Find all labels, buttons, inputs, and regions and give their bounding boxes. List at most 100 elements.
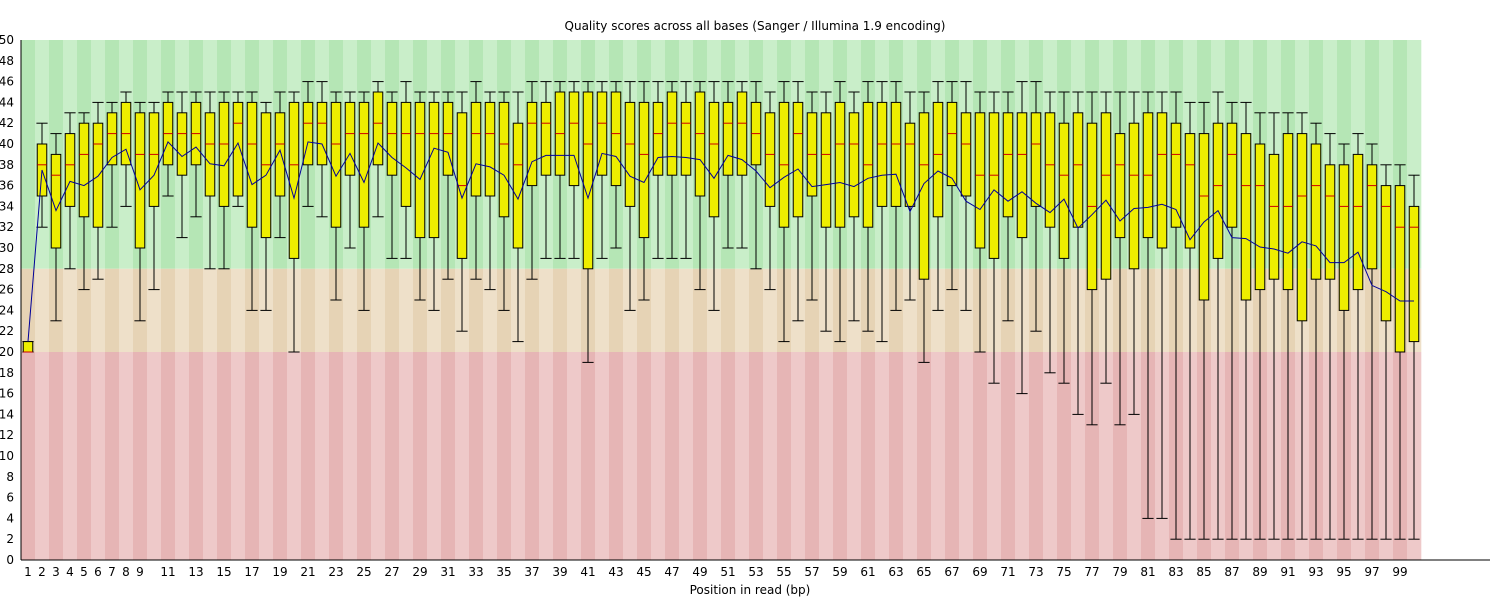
quality-band-1-col-12 bbox=[175, 268, 190, 352]
quality-band-2-col-76 bbox=[1071, 352, 1086, 560]
quality-band-1-col-8 bbox=[119, 268, 134, 352]
x-tick-label: 43 bbox=[608, 565, 623, 579]
box-position-95 bbox=[1338, 143, 1350, 540]
box-position-44 bbox=[624, 81, 636, 311]
x-tick-label: 21 bbox=[300, 565, 315, 579]
x-tick-label: 93 bbox=[1308, 565, 1323, 579]
interquartile-box bbox=[400, 101, 412, 207]
quality-band-2-col-23 bbox=[329, 352, 344, 560]
x-tick-label: 35 bbox=[496, 565, 511, 579]
x-tick-label: 67 bbox=[944, 565, 959, 579]
quality-band-1-col-39 bbox=[553, 268, 568, 352]
box-position-6 bbox=[92, 101, 104, 280]
quality-band-2-col-14 bbox=[203, 352, 218, 560]
quality-band-2-col-28 bbox=[399, 352, 414, 560]
quality-band-2-col-37 bbox=[525, 352, 540, 560]
quality-band-1-col-47 bbox=[665, 268, 680, 352]
quality-band-1-col-6 bbox=[91, 268, 106, 352]
y-tick-label: 26 bbox=[0, 283, 14, 297]
quality-band-2-col-17 bbox=[245, 352, 260, 560]
quality-band-1-col-40 bbox=[567, 268, 582, 352]
quality-band-1-col-7 bbox=[105, 268, 120, 352]
quality-band-2-col-22 bbox=[315, 352, 330, 560]
interquartile-box bbox=[1128, 122, 1140, 270]
box-position-81 bbox=[1142, 91, 1154, 519]
interquartile-box bbox=[414, 101, 426, 239]
x-tick-label: 25 bbox=[356, 565, 371, 579]
x-tick-label: 13 bbox=[188, 565, 203, 579]
y-tick-label: 30 bbox=[0, 241, 14, 255]
quality-band-2-col-27 bbox=[385, 352, 400, 560]
interquartile-box bbox=[1184, 133, 1196, 249]
quality-band-1-col-14 bbox=[203, 268, 218, 352]
quality-band-2-col-2 bbox=[35, 352, 50, 560]
quality-band-0-col-1 bbox=[21, 40, 36, 269]
box-position-33 bbox=[470, 81, 482, 280]
x-tick-label: 39 bbox=[552, 565, 567, 579]
box-position-97 bbox=[1366, 143, 1378, 540]
quality-band-2-col-49 bbox=[693, 352, 708, 560]
interquartile-box bbox=[428, 101, 440, 239]
box-position-93 bbox=[1310, 122, 1322, 540]
x-tick-label: 87 bbox=[1224, 565, 1239, 579]
y-tick-label: 12 bbox=[0, 428, 14, 442]
quality-band-2-col-51 bbox=[721, 352, 736, 560]
box-position-4 bbox=[64, 112, 76, 270]
interquartile-box bbox=[652, 101, 664, 176]
x-tick-label: 53 bbox=[748, 565, 763, 579]
box-position-55 bbox=[778, 81, 790, 343]
quality-band-2-col-80 bbox=[1127, 352, 1142, 560]
interquartile-box bbox=[92, 122, 104, 228]
box-position-88 bbox=[1240, 101, 1252, 540]
interquartile-box bbox=[610, 91, 622, 187]
x-tick-label: 45 bbox=[636, 565, 651, 579]
x-tick-label: 7 bbox=[108, 565, 116, 579]
interquartile-box bbox=[960, 112, 972, 197]
box-position-38 bbox=[540, 81, 552, 259]
quality-band-2-col-46 bbox=[651, 352, 666, 560]
quality-band-1-col-37 bbox=[525, 268, 540, 352]
box-position-71 bbox=[1002, 91, 1014, 322]
quality-band-2-col-13 bbox=[189, 352, 204, 560]
quality-band-1-col-29 bbox=[413, 268, 428, 352]
quality-band-2-col-67 bbox=[945, 352, 960, 560]
interquartile-box bbox=[498, 101, 510, 218]
interquartile-box bbox=[1030, 112, 1042, 207]
interquartile-box bbox=[526, 101, 538, 187]
quality-band-2-col-54 bbox=[763, 352, 778, 560]
interquartile-box bbox=[1338, 164, 1350, 311]
mean-line bbox=[27, 141, 1414, 342]
interquartile-box bbox=[232, 101, 244, 197]
interquartile-box bbox=[1408, 205, 1420, 343]
x-tick-label: 79 bbox=[1112, 565, 1127, 579]
x-tick-label: 1 bbox=[24, 565, 32, 579]
box-position-41 bbox=[582, 81, 594, 363]
quality-band-2-col-1 bbox=[21, 352, 36, 560]
quality-band-2-col-40 bbox=[567, 352, 582, 560]
x-tick-label: 85 bbox=[1196, 565, 1211, 579]
box-position-8 bbox=[120, 91, 132, 207]
y-tick-label: 40 bbox=[0, 137, 14, 151]
quality-band-2-col-66 bbox=[931, 352, 946, 560]
quality-band-2-col-60 bbox=[847, 352, 862, 560]
x-tick-label: 17 bbox=[244, 565, 259, 579]
quality-band-1-col-23 bbox=[329, 268, 344, 352]
interquartile-box bbox=[568, 91, 580, 187]
quality-band-2-col-41 bbox=[581, 352, 596, 560]
x-tick-label: 19 bbox=[272, 565, 287, 579]
quality-band-2-col-72 bbox=[1015, 352, 1030, 560]
x-tick-label: 47 bbox=[664, 565, 679, 579]
box-position-63 bbox=[890, 81, 902, 311]
interquartile-box bbox=[1016, 112, 1028, 239]
interquartile-box bbox=[1240, 133, 1252, 301]
interquartile-box bbox=[1002, 112, 1014, 218]
interquartile-box bbox=[540, 101, 552, 176]
interquartile-box bbox=[988, 112, 1000, 259]
box-position-89 bbox=[1254, 112, 1266, 540]
x-tick-label: 8 bbox=[122, 565, 130, 579]
quality-band-2-col-18 bbox=[259, 352, 274, 560]
y-tick-label: 18 bbox=[0, 366, 14, 380]
box-position-34 bbox=[484, 91, 496, 291]
y-tick-label: 6 bbox=[6, 491, 14, 505]
x-tick-label: 6 bbox=[94, 565, 102, 579]
